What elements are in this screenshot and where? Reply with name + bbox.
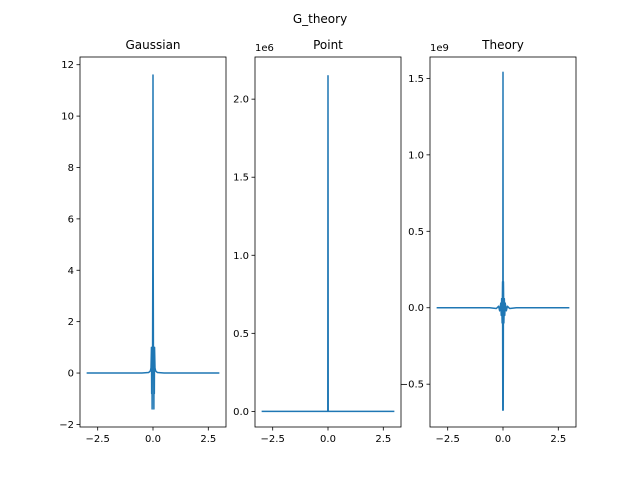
x-tick-label: 2.5 — [200, 434, 216, 445]
x-tick-label: −2.5 — [436, 434, 460, 445]
y-tick-label: 8 — [68, 163, 74, 174]
subplot-title: Point — [313, 38, 343, 52]
subplot-gaussian: −2.5 0.0 2.5 −2 0 2 4 6 8 10 12 Gaussian — [59, 38, 227, 445]
y-tick-label: 0.0 — [408, 303, 424, 314]
subplot-point: −2.5 0.0 2.5 0.0 0.5 1.0 1.5 2.0 Point 1e6 — [233, 38, 402, 445]
y-tick-label: 10 — [61, 112, 74, 123]
x-tick-label: 0.0 — [145, 434, 161, 445]
y-offset-text: 1e6 — [255, 43, 274, 54]
x-tick-label: 2.5 — [550, 434, 566, 445]
y-tick-label: 1.5 — [408, 74, 424, 85]
y-tick-label: 0.0 — [233, 407, 249, 418]
y-tick-label: −2 — [59, 420, 74, 431]
y-tick-label: 1.0 — [408, 150, 424, 161]
y-tick-label: 2.0 — [233, 95, 249, 106]
y-tick-label: 0 — [68, 369, 74, 380]
x-tick-label: 2.5 — [375, 434, 391, 445]
x-tick-label: −2.5 — [261, 434, 285, 445]
y-tick-label: 4 — [68, 266, 74, 277]
y-tick-label: 2 — [68, 317, 74, 328]
subplot-theory: −2.5 0.0 2.5 −0.5 0.0 0.5 1.0 1.5 Theory 1e9 — [400, 38, 577, 445]
subplot-title: Theory — [481, 38, 524, 52]
subplot-title: Gaussian — [125, 38, 180, 52]
series-line — [261, 74, 395, 413]
x-tick-label: 0.0 — [320, 434, 336, 445]
x-tick-label: −2.5 — [86, 434, 110, 445]
y-tick-label: 1.5 — [233, 173, 249, 184]
x-tick-label: 0.0 — [495, 434, 511, 445]
y-tick-label: 6 — [68, 214, 74, 225]
y-tick-label: 0.5 — [408, 227, 424, 238]
subplot-grid: −2.5 0.0 2.5 −2 0 2 4 6 8 10 12 Gaussian −2.5 0.0 2.5 0… — [59, 38, 577, 445]
y-tick-label: −0.5 — [400, 380, 424, 391]
figure-suptitle: G_theory — [293, 12, 347, 26]
y-tick-label: 0.5 — [233, 329, 249, 340]
series-line — [86, 74, 220, 410]
y-offset-text: 1e9 — [430, 43, 449, 54]
y-tick-label: 12 — [61, 60, 74, 71]
y-tick-label: 1.0 — [233, 251, 249, 262]
series-line — [436, 71, 570, 411]
